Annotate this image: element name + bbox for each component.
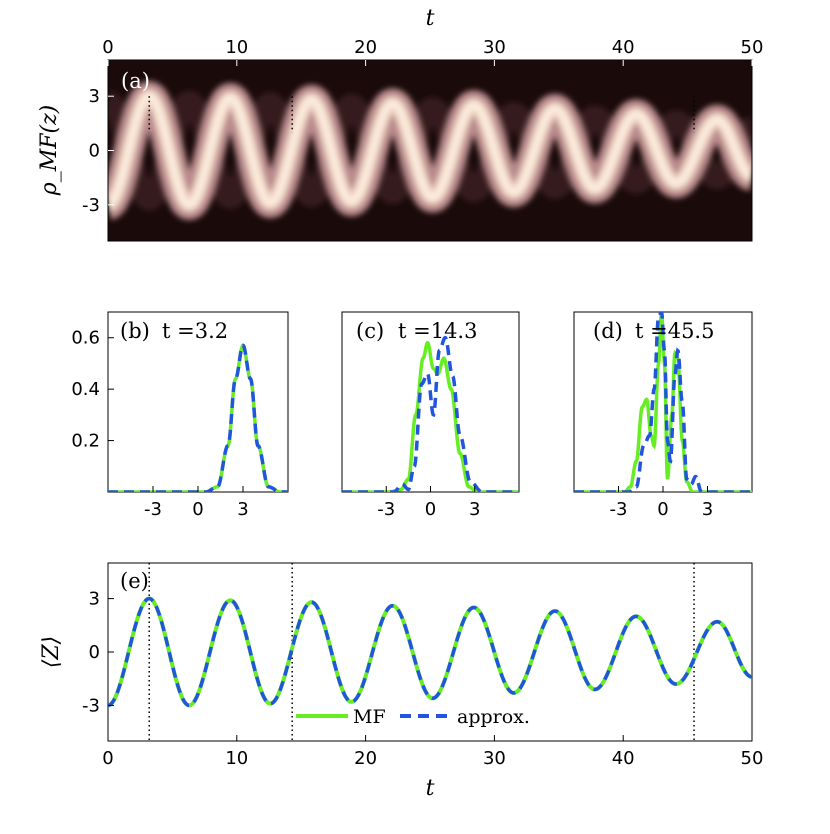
line-panel-b: -3 0 3 0.2 0.4 0.6 (b) t =3.2	[71, 311, 289, 520]
d-x-tick-label: 0	[657, 499, 668, 520]
panel-label-b: (b)	[120, 319, 150, 343]
c-x-tick-label: 3	[469, 499, 480, 520]
e-x-tick-label: 20	[354, 748, 377, 769]
b-x-tick-label: 0	[192, 499, 203, 520]
y-axis-label-rho: ρ_MF(z)	[37, 105, 62, 196]
series-line-approx	[342, 335, 519, 492]
a-x-tick-label: 30	[483, 37, 506, 58]
e-x-tick-label: 30	[483, 748, 506, 769]
x-ticks: -3 0 3	[610, 486, 713, 520]
a-x-tick-label: 50	[741, 37, 764, 58]
b-y-tick-label: 0.2	[71, 431, 100, 452]
y-axis-label-z: ⟨Z⟩	[39, 636, 64, 668]
legend-label-mf: MF	[353, 706, 386, 728]
b-x-tick-label: -3	[144, 499, 162, 520]
b-y-tick-label: 0.4	[71, 379, 100, 400]
e-x-tick-label: 50	[741, 748, 764, 769]
legend-label-approx: approx.	[457, 706, 530, 728]
e-y-tick-label: -3	[82, 695, 100, 716]
density-peak	[108, 94, 752, 207]
series-line-approx	[108, 596, 752, 708]
e-x-tick-label: 0	[102, 748, 113, 769]
series-lines	[574, 312, 752, 492]
series-line-approx	[108, 343, 288, 492]
line-panel-d: -3 0 3 (d) t =45.5	[573, 311, 753, 520]
a-x-tick-label: 10	[225, 37, 248, 58]
e-y-tick-label: 0	[89, 642, 100, 663]
panel-title-c: t =14.3	[398, 319, 477, 343]
top-axis-label: t	[426, 6, 435, 31]
b-y-tick-label: 0.6	[71, 328, 100, 349]
e-x-tick-label: 10	[225, 748, 248, 769]
panel-label-d: (d)	[593, 319, 623, 343]
series-line-mf	[574, 312, 752, 492]
a-y-tick-label: -3	[82, 195, 100, 216]
series-lines	[108, 343, 288, 492]
y-ticks: 3 0 -3	[82, 86, 114, 216]
a-x-tick-label: 40	[612, 37, 635, 58]
a-y-tick-label: 0	[89, 141, 100, 162]
panel-label-a: (a)	[121, 69, 150, 93]
x-ticks: 0 10 20 30 40 50	[102, 735, 763, 769]
c-x-tick-label: 0	[425, 499, 436, 520]
legend: MF approx.	[296, 706, 530, 728]
y-ticks: 3 0 -3	[82, 589, 114, 716]
series-lines	[108, 596, 752, 708]
panel-title-d: t =45.5	[635, 319, 714, 343]
a-x-tick-label: 20	[354, 37, 377, 58]
panel-label-e: (e)	[120, 569, 149, 593]
a-x-tick-label: 0	[102, 37, 113, 58]
x-ticks: -3 0 3	[377, 486, 480, 520]
density-band	[108, 80, 752, 221]
c-x-tick-label: -3	[377, 499, 395, 520]
line-panel-e: 0 10 20 30 40 50 30-3 (e) t ⟨Z⟩ MF approx.	[39, 562, 763, 801]
series-line-approx	[574, 312, 752, 492]
e-y-tick-label: 3	[89, 589, 100, 610]
d-x-tick-label: -3	[610, 499, 628, 520]
d-x-tick-label: 3	[702, 499, 713, 520]
plot-frame	[341, 311, 520, 493]
b-x-tick-label: 3	[237, 499, 248, 520]
e-x-tick-label: 40	[612, 748, 635, 769]
x-ticks: -3 0 3	[144, 486, 249, 520]
heatmap-panel-a: 0 10 20 30 40 50 30-3 t ρ_MF(z) (a)	[37, 6, 763, 242]
panel-title-b: t =3.2	[162, 319, 228, 343]
heatmap-density	[108, 80, 752, 221]
series-lines	[342, 335, 519, 492]
a-y-tick-label: 3	[89, 86, 100, 107]
panel-label-c: (c)	[356, 319, 384, 343]
plot-frame	[107, 311, 289, 493]
series-line-mf	[342, 340, 519, 492]
line-panel-c: -3 0 3 (c) t =14.3	[341, 311, 520, 520]
x-axis-label-t: t	[426, 776, 435, 801]
y-ticks: 0.2 0.4 0.6	[71, 328, 114, 452]
x-ticks-top: 0 10 20 30 40 50	[102, 37, 763, 66]
plot-frame	[107, 562, 753, 742]
